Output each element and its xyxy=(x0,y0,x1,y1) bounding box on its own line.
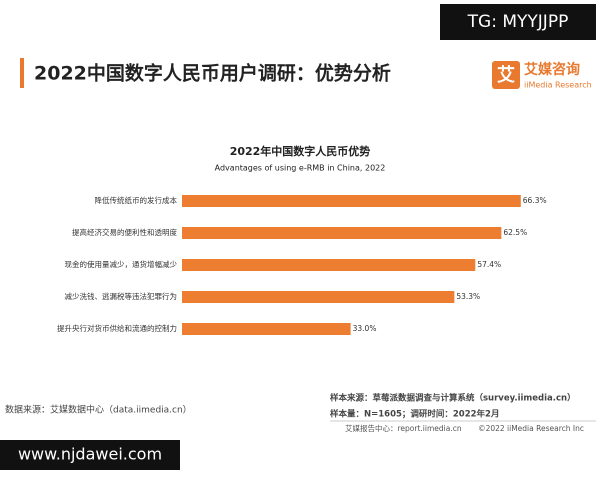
plot: 降低传统纸币的发行成本 66.3% 提高经济交易的便利性和透明度 62.5% 现金的使用… xyxy=(57,195,547,335)
sample-size: 样本量：N=1605；调研时间：2022年2月 xyxy=(330,409,499,420)
logo-sub: iiMedia Research xyxy=(524,81,592,90)
value-label: 62.5% xyxy=(503,228,527,237)
category-label: 减少洗钱、逃漏税等违法犯罪行为 xyxy=(65,291,178,301)
value-label: 66.3% xyxy=(523,196,547,205)
data-source: 数据来源：艾媒数据中心（data.iimedia.cn） xyxy=(5,404,192,416)
page-title: 2022中国数字人民币用户调研：优势分析 xyxy=(34,62,391,85)
category-label: 提升央行对货币供给和流通的控制力 xyxy=(57,323,177,333)
category-label: 现金的使用量减少，通货增幅减少 xyxy=(65,259,178,269)
bar xyxy=(182,227,502,239)
title-accent xyxy=(20,58,24,88)
watermark-box xyxy=(440,4,596,40)
chart-subtitle: Advantages of using e-RMB in China, 2022 xyxy=(215,164,386,173)
category-label: 提高经济交易的便利性和透明度 xyxy=(72,227,177,237)
watermark: www.njdawei.com xyxy=(18,445,162,464)
sample-source: 样本来源：草莓派数据调查与计算系统（survey.iimedia.cn） xyxy=(330,393,576,404)
logo-name: 艾媒咨询 xyxy=(524,61,580,78)
value-label: 53.3% xyxy=(456,292,480,301)
category-label: 降低传统纸币的发行成本 xyxy=(95,195,178,205)
bar xyxy=(182,259,476,271)
report-center: 艾媒报告中心：report.iimedia.cn xyxy=(345,423,462,433)
logo-mark xyxy=(492,61,520,89)
bar xyxy=(182,195,521,207)
bar xyxy=(182,291,455,303)
watermark-box xyxy=(0,440,180,470)
bar xyxy=(182,323,351,335)
logo-icon: 艾 xyxy=(497,64,515,86)
value-label: 33.0% xyxy=(353,324,377,333)
watermark: TG: MYYJJPP xyxy=(467,12,569,32)
copyright: ©2022 iiMedia Research Inc xyxy=(478,424,584,433)
value-label: 57.4% xyxy=(477,260,501,269)
chart-title: 2022年中国数字人民币优势 xyxy=(230,144,371,158)
